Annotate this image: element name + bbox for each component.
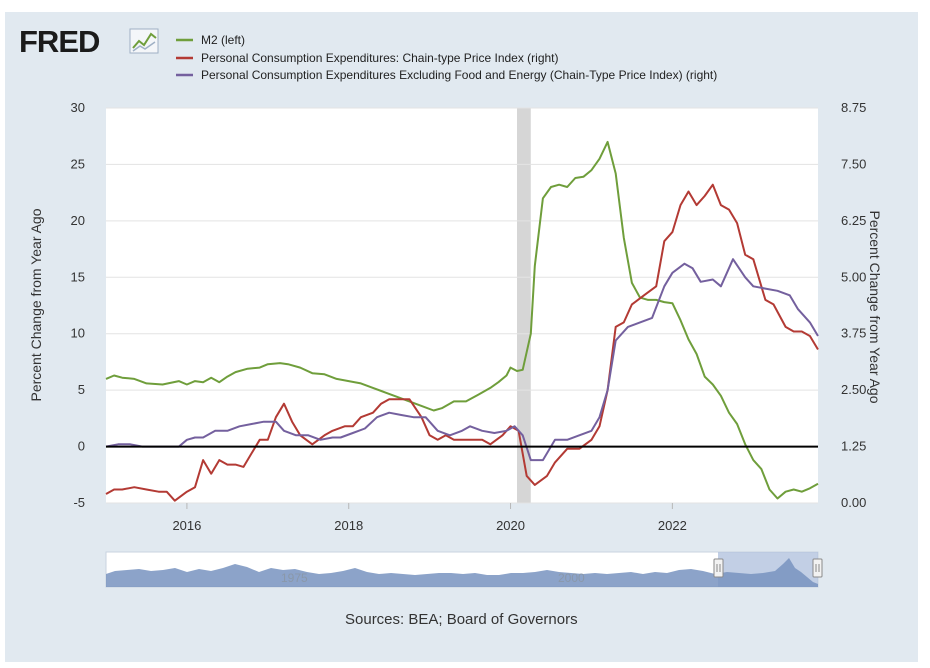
navigator-label-1975: 1975 (281, 571, 308, 585)
series-line-m2 (105, 140, 819, 500)
legend-label-pce: Personal Consumption Expenditures: Chain… (201, 51, 559, 65)
navigator[interactable]: 1975 2000 (105, 551, 823, 588)
x-tick-label: 2020 (496, 518, 525, 533)
right-tick-label: 0.00 (841, 495, 866, 510)
left-tick-label: 15 (71, 269, 85, 284)
right-tick-label: 2.50 (841, 382, 866, 397)
fred-logo-text[interactable]: FRED (19, 24, 101, 59)
x-tick-label: 2022 (658, 518, 687, 533)
left-tick-label: -5 (73, 495, 85, 510)
navigator-right-handle[interactable] (812, 558, 823, 578)
legend-label-m2: M2 (left) (201, 33, 245, 47)
legend: M2 (left) Personal Consumption Expenditu… (176, 33, 717, 82)
fred-logo-graph-icon (129, 28, 159, 54)
plot-area (106, 108, 818, 503)
series-line-core-pce (105, 258, 819, 462)
sources-text: Sources: BEA; Board of Governors (345, 611, 578, 628)
right-axis-title: Percent Change from Year Ago (867, 210, 883, 403)
chart: FRED M2 (left) Personal Consumption Expe… (19, 24, 883, 628)
left-axis-title: Percent Change from Year Ago (28, 208, 44, 401)
right-tick-label: 8.75 (841, 100, 866, 115)
series-line-pce (105, 183, 819, 502)
recession-band (517, 108, 531, 503)
left-tick-label: 10 (71, 326, 85, 341)
navigator-series-area (106, 558, 818, 587)
right-tick-label: 7.50 (841, 156, 866, 171)
navigator-left-handle[interactable] (713, 558, 724, 578)
right-tick-label: 5.00 (841, 269, 866, 284)
right-tick-label: 1.25 (841, 439, 866, 454)
legend-label-core-pce: Personal Consumption Expenditures Exclud… (201, 68, 717, 82)
chart-frame: FRED M2 (left) Personal Consumption Expe… (5, 12, 918, 662)
navigator-label-2000: 2000 (558, 571, 585, 585)
left-tick-label: 5 (78, 382, 85, 397)
left-tick-label: 0 (78, 439, 85, 454)
x-tick-label: 2016 (172, 518, 201, 533)
left-tick-label: 30 (71, 100, 85, 115)
right-tick-label: 3.75 (841, 326, 866, 341)
x-tick-label: 2018 (334, 518, 363, 533)
left-tick-label: 25 (71, 156, 85, 171)
left-tick-label: 20 (71, 213, 85, 228)
right-tick-label: 6.25 (841, 213, 866, 228)
